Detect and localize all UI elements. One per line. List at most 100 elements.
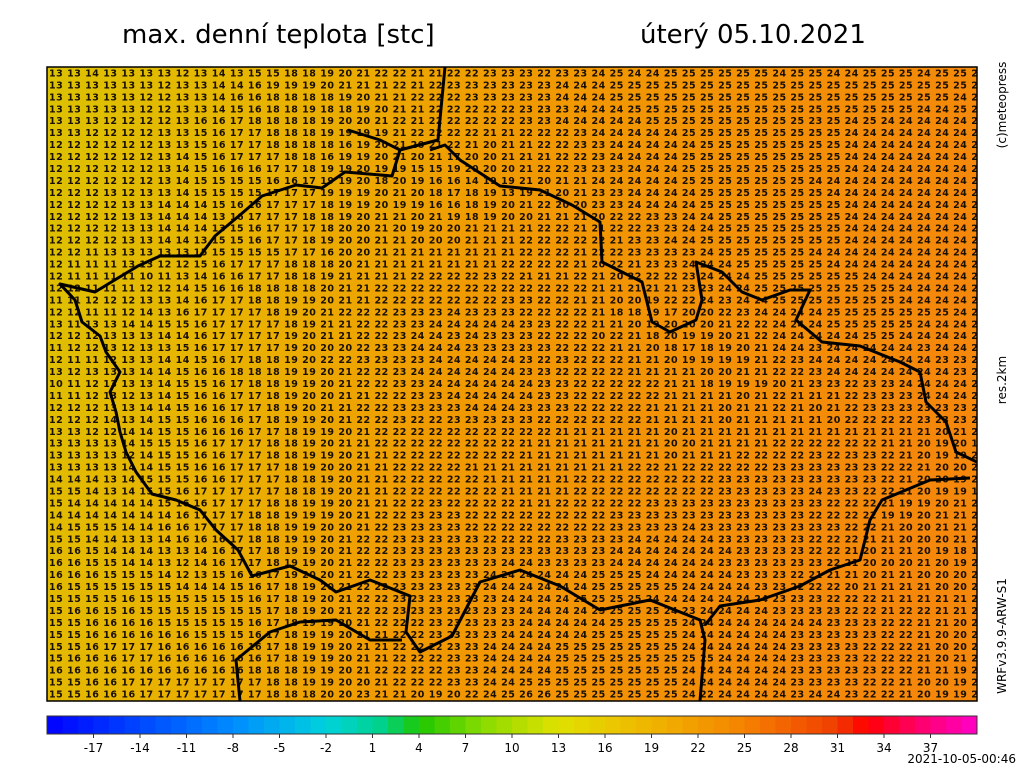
colorbar-segment — [946, 716, 962, 734]
value-row: 13 13 13 13 14 14 15 15 16 16 17 17 17 1… — [49, 463, 985, 474]
colorbar-segment — [651, 716, 668, 734]
colorbar-segment — [140, 716, 156, 734]
colorbar-segment — [93, 716, 110, 734]
value-row: 16 16 16 16 16 16 16 16 16 16 16 18 18 1… — [49, 666, 985, 677]
colorbar-tick-label: -8 — [227, 741, 239, 755]
map-area: 13 13 14 13 13 13 13 12 13 14 13 15 15 1… — [47, 67, 985, 701]
value-row: 16 15 15 15 15 15 15 14 14 14 15 16 17 1… — [49, 582, 985, 593]
value-row: 12 11 11 11 13 13 12 12 15 16 17 17 17 1… — [49, 260, 985, 271]
map-frame — [46, 66, 978, 702]
map-title: max. denní teplota [stc] — [122, 20, 435, 50]
colorbar-segment — [667, 716, 683, 734]
colorbar-segment — [636, 716, 652, 734]
value-row: 11 11 12 12 12 13 13 14 16 17 17 18 18 1… — [49, 295, 985, 306]
value-row: 14 14 14 13 14 15 15 15 16 16 17 17 17 1… — [49, 475, 985, 486]
value-row: 13 13 13 13 12 14 15 15 16 16 17 17 18 1… — [49, 451, 985, 462]
value-row: 10 11 12 13 13 13 14 15 15 16 17 18 18 1… — [49, 379, 985, 390]
colorbar-segment — [124, 716, 141, 734]
value-row: 11 12 12 13 12 13 13 15 16 17 17 17 17 1… — [49, 343, 985, 354]
value-row: 12 12 12 12 12 12 13 13 15 16 17 17 18 1… — [49, 140, 985, 151]
colorbar-segment — [233, 716, 249, 734]
value-row: 13 11 13 13 14 14 15 15 16 17 17 17 17 1… — [49, 319, 985, 330]
colorbar-segment — [372, 716, 389, 734]
value-row: 15 14 14 14 14 14 15 16 16 17 17 17 18 1… — [49, 498, 985, 509]
colorbar-segment — [682, 716, 699, 734]
colorbar-segment — [791, 716, 807, 734]
border-line — [347, 128, 977, 626]
colorbar-segment — [589, 716, 606, 734]
value-row: 12 11 11 11 11 10 11 13 14 16 16 17 17 1… — [49, 272, 985, 283]
colorbar-tick-label: 28 — [783, 741, 798, 755]
colorbar-tick-label: 13 — [551, 741, 566, 755]
colorbar-segment — [155, 716, 172, 734]
colorbar-segment — [202, 716, 218, 734]
colorbar-tick-label: -5 — [274, 741, 286, 755]
colorbar-tick-label: -11 — [177, 741, 197, 755]
colorbar-segment — [698, 716, 714, 734]
colorbar-segment — [496, 716, 513, 734]
colorbar-segment — [884, 716, 900, 734]
colorbar-segment — [543, 716, 559, 734]
colorbar-segment — [388, 716, 404, 734]
colorbar-tick-label: 34 — [876, 741, 891, 755]
colorbar-segment — [837, 716, 854, 734]
value-row: 13 13 13 13 13 12 12 13 13 14 15 16 18 1… — [49, 104, 985, 115]
colorbar-tick-label: 7 — [462, 741, 470, 755]
colorbar-segment — [62, 716, 79, 734]
value-row: 15 15 14 14 13 13 14 16 16 16 17 18 18 1… — [49, 534, 985, 545]
value-row: 14 14 14 14 14 14 14 16 17 17 17 18 18 1… — [49, 510, 985, 521]
colorbar-segment — [186, 716, 203, 734]
colorbar-segment — [806, 716, 823, 734]
colorbar-segment — [775, 716, 792, 734]
colorbar-segment — [357, 716, 373, 734]
colorbar-segment — [930, 716, 947, 734]
value-row: 12 12 12 12 13 13 14 14 14 15 16 16 17 1… — [49, 200, 985, 211]
colorbar-segment — [419, 716, 435, 734]
value-row: 12 12 12 12 13 13 14 14 14 13 16 17 17 1… — [49, 212, 985, 223]
value-row: 14 15 15 15 14 14 16 16 17 17 17 18 18 1… — [49, 522, 985, 533]
value-row: 13 12 13 13 13 14 14 15 16 16 18 18 18 1… — [49, 367, 985, 378]
value-row: 15 15 15 15 16 15 15 15 15 15 15 16 17 1… — [49, 594, 985, 605]
temperature-field — [47, 67, 977, 701]
colorbar-segment — [109, 716, 125, 734]
colorbar-segment — [171, 716, 187, 734]
colorbar-segment — [729, 716, 745, 734]
colorbar-segment — [744, 716, 761, 734]
value-row: 12 12 11 13 13 13 13 13 15 15 15 15 15 1… — [49, 248, 985, 259]
value-row: 12 12 12 12 13 13 14 14 13 15 15 16 17 1… — [49, 236, 985, 247]
value-row: 12 12 12 13 13 13 14 14 16 17 17 17 17 1… — [49, 331, 985, 342]
value-row: 12 12 12 14 13 14 15 15 16 16 16 17 18 1… — [49, 415, 985, 426]
value-row: 12 11 11 12 13 13 14 14 15 16 17 18 18 1… — [49, 355, 985, 366]
colorbar-segment — [512, 716, 528, 734]
colorbar-segment — [822, 716, 838, 734]
copyright-label: (c)meteopress — [995, 62, 1009, 149]
colorbar-segment — [217, 716, 234, 734]
colorbar-tick-label: 4 — [415, 741, 423, 755]
borders — [58, 67, 977, 701]
value-row: 15 15 16 16 17 17 17 17 17 17 17 17 18 1… — [49, 678, 985, 689]
colorbar-segment — [713, 716, 730, 734]
value-row: 15 15 16 16 16 17 17 17 17 17 17 17 18 1… — [49, 690, 985, 701]
colorbar-segment — [248, 716, 265, 734]
value-row: 16 16 16 15 15 15 14 12 13 15 16 16 17 1… — [49, 570, 985, 581]
colorbar-segment — [605, 716, 621, 734]
colorbar-tick-label: 10 — [504, 741, 519, 755]
colorbar-frame — [46, 715, 978, 735]
value-row: 15 16 16 16 17 17 16 16 16 16 16 16 17 1… — [49, 654, 985, 665]
value-row: 13 13 12 12 12 12 13 13 15 16 17 17 18 1… — [49, 128, 985, 139]
colorbar-segment — [620, 716, 637, 734]
colorbar-segment — [279, 716, 296, 734]
value-row: 12 12 12 12 12 12 13 14 15 15 15 15 16 1… — [49, 176, 985, 187]
border-line — [58, 67, 707, 701]
value-row: 13 13 12 12 14 14 15 15 16 16 16 17 17 1… — [49, 427, 985, 438]
colorbar-segment — [868, 716, 885, 734]
value-row: 12 12 12 13 12 13 13 14 15 15 15 15 17 1… — [49, 188, 985, 199]
resolution-label: res.2km — [995, 356, 1009, 404]
colorbar-segment — [450, 716, 466, 734]
value-row: 12 12 12 12 12 12 13 14 15 16 17 17 17 1… — [49, 152, 985, 163]
map-date: úterý 05.10.2021 — [640, 20, 866, 50]
value-row: 15 15 16 16 16 16 16 16 15 15 15 16 17 1… — [49, 630, 985, 641]
